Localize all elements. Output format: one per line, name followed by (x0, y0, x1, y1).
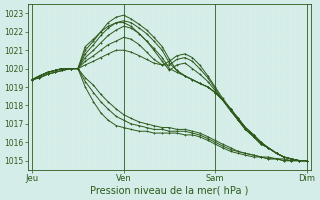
X-axis label: Pression niveau de la mer( hPa ): Pression niveau de la mer( hPa ) (90, 186, 249, 196)
